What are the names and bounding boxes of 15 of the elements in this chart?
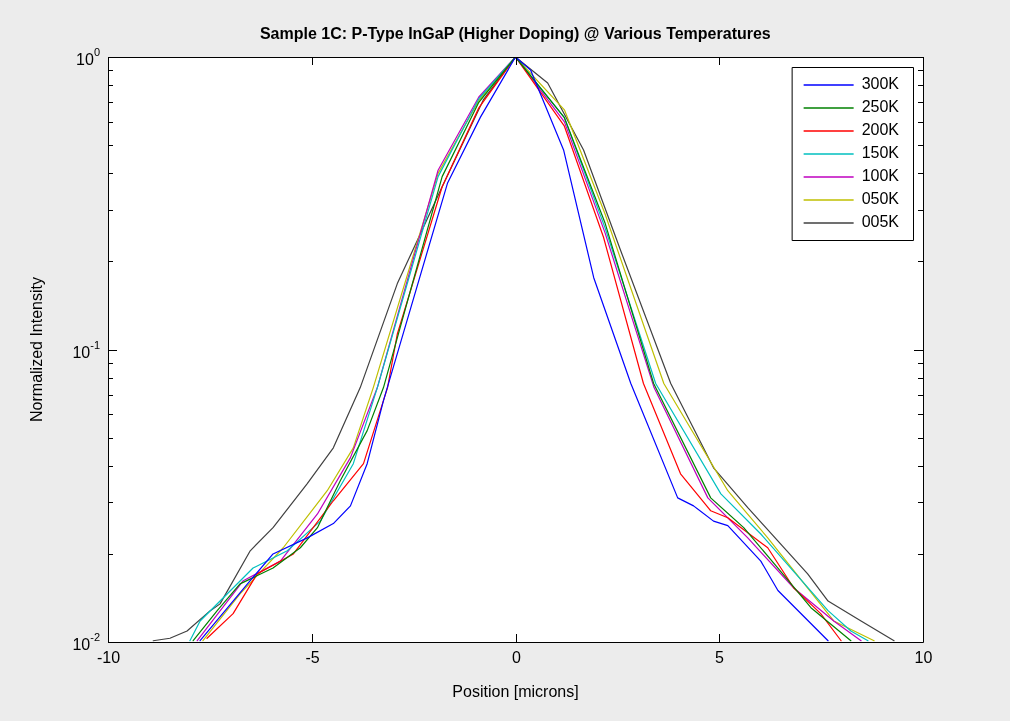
- legend-label: 005K: [861, 213, 900, 231]
- x-tick-label: -5: [305, 649, 320, 667]
- legend-label: 100K: [861, 167, 900, 185]
- legend-label: 150K: [861, 144, 900, 162]
- x-tick-label: -10: [96, 649, 121, 667]
- chart-title: Sample 1C: P-Type InGaP (Higher Doping) @ Various Temperatures: [259, 25, 771, 42]
- x-tick-label: 10: [914, 649, 933, 667]
- legend-label: 200K: [861, 121, 900, 139]
- y-axis-title: Normalized Intensity: [28, 277, 45, 422]
- x-tick-label: 0: [512, 649, 522, 667]
- legend-label: 250K: [861, 98, 900, 116]
- x-tick-label: 5: [715, 649, 725, 667]
- x-axis-title: Position [microns]: [452, 683, 579, 700]
- legend-label: 300K: [861, 75, 900, 93]
- legend-label: 050K: [861, 190, 900, 208]
